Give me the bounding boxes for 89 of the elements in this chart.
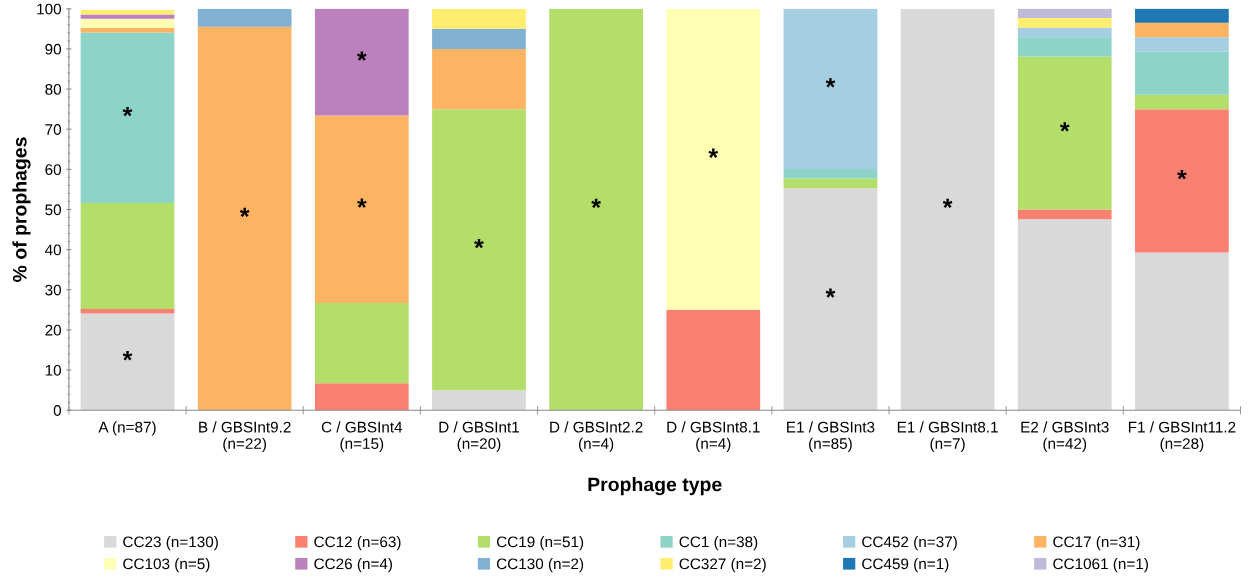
x-tick-label: A (n=87) <box>98 421 156 436</box>
bar <box>783 188 878 411</box>
y-axis-title: % of prophages <box>12 137 31 282</box>
y-tick-label: 70 <box>45 124 62 135</box>
legend-label: CC1 (n=38) <box>679 536 758 551</box>
bar <box>432 109 526 391</box>
bar <box>432 8 526 29</box>
x-axis-title: Prophage type <box>588 477 722 496</box>
data-label: * <box>474 238 484 249</box>
legend-label: CC17 (n=31) <box>1053 536 1140 551</box>
legend-label: CC12 (n=63) <box>314 536 401 551</box>
bar <box>432 28 526 49</box>
data-label: * <box>239 207 250 218</box>
x-tick-label: D / GBSInt1 (n=20) <box>439 421 519 452</box>
bar <box>1135 252 1229 411</box>
x-tick-label: E1 / GBSInt8.1 (n=7) <box>897 421 998 452</box>
x-tick-label: D / GBSInt8.1 (n=4) <box>667 421 760 452</box>
legend-label: CC452 (n=37) <box>862 536 957 551</box>
bar <box>1135 37 1229 52</box>
x-tick-label: C / GBSInt4 (n=15) <box>321 421 403 452</box>
bar <box>783 8 878 169</box>
bar <box>1017 18 1112 28</box>
bar <box>1017 37 1112 57</box>
bar <box>80 9 175 15</box>
y-tick-label: 60 <box>45 164 62 176</box>
legend-label: CC26 (n=4) <box>314 558 393 573</box>
bar <box>1135 8 1229 23</box>
bar <box>1017 209 1112 220</box>
bar <box>314 303 409 384</box>
bar <box>432 48 526 110</box>
bar <box>80 32 175 204</box>
y-tick-label: 90 <box>45 43 62 55</box>
bar <box>1135 51 1229 95</box>
data-label: * <box>825 288 836 298</box>
y-tick-label: 0 <box>53 405 62 416</box>
legend-label: CC103 (n=5) <box>123 558 210 573</box>
bar <box>432 390 526 411</box>
legend-label: CC23 (n=130) <box>123 536 218 551</box>
y-tick-label: 80 <box>45 83 62 95</box>
bar <box>80 203 175 310</box>
data-label: * <box>357 51 367 61</box>
bar <box>314 383 409 411</box>
bar <box>549 8 643 411</box>
y-tick-label: 100 <box>37 3 62 15</box>
bar <box>197 26 292 411</box>
bar <box>1135 22 1229 38</box>
legend-label: CC130 (n=2) <box>496 558 584 573</box>
data-label: * <box>357 198 367 208</box>
bar <box>314 115 409 304</box>
bar <box>1017 56 1112 210</box>
data-label: * <box>1177 170 1187 180</box>
x-tick-label: D / GBSInt2.2 (n=4) <box>550 421 643 452</box>
x-tick-label: F1 / GBSInt11.2 (n=28) <box>1128 421 1236 452</box>
data-label: * <box>122 107 133 117</box>
legend-label: CC1061 (n=1) <box>1053 558 1148 573</box>
legend-label: CC327 (n=2) <box>679 558 766 573</box>
bar <box>197 8 292 27</box>
data-label: * <box>591 198 601 209</box>
y-tick-label: 50 <box>45 204 62 216</box>
bar <box>1135 94 1229 110</box>
data-label: * <box>122 351 133 361</box>
data-label: * <box>1059 122 1070 132</box>
bar <box>900 8 995 411</box>
bar <box>783 178 878 189</box>
bar <box>80 14 175 19</box>
bar <box>1017 8 1112 19</box>
bar <box>1135 109 1229 253</box>
bar <box>666 309 761 411</box>
bar <box>783 168 878 179</box>
bar <box>80 28 175 33</box>
y-tick-label: 40 <box>44 244 62 256</box>
y-tick-label: 20 <box>45 324 62 336</box>
x-tick-label: B / GBSInt9.2 (n=22) <box>199 421 291 452</box>
y-tick-label: 10 <box>45 364 62 376</box>
data-label: * <box>942 198 953 209</box>
bar <box>1017 219 1112 411</box>
data-label: * <box>825 78 836 88</box>
bar <box>1017 27 1112 38</box>
x-tick-label: E2 / GBSInt3 (n=42) <box>1021 421 1109 452</box>
y-tick-label: 30 <box>45 284 62 296</box>
bar <box>80 18 175 29</box>
bar <box>80 309 175 314</box>
bar <box>80 313 175 411</box>
legend-label: CC19 (n=51) <box>496 536 584 551</box>
bar <box>666 8 761 310</box>
x-tick-label: E1 / GBSInt3 (n=85) <box>787 421 875 452</box>
legend-label: CC459 (n=1) <box>862 558 949 573</box>
bar <box>314 8 409 116</box>
data-label: * <box>708 148 719 158</box>
